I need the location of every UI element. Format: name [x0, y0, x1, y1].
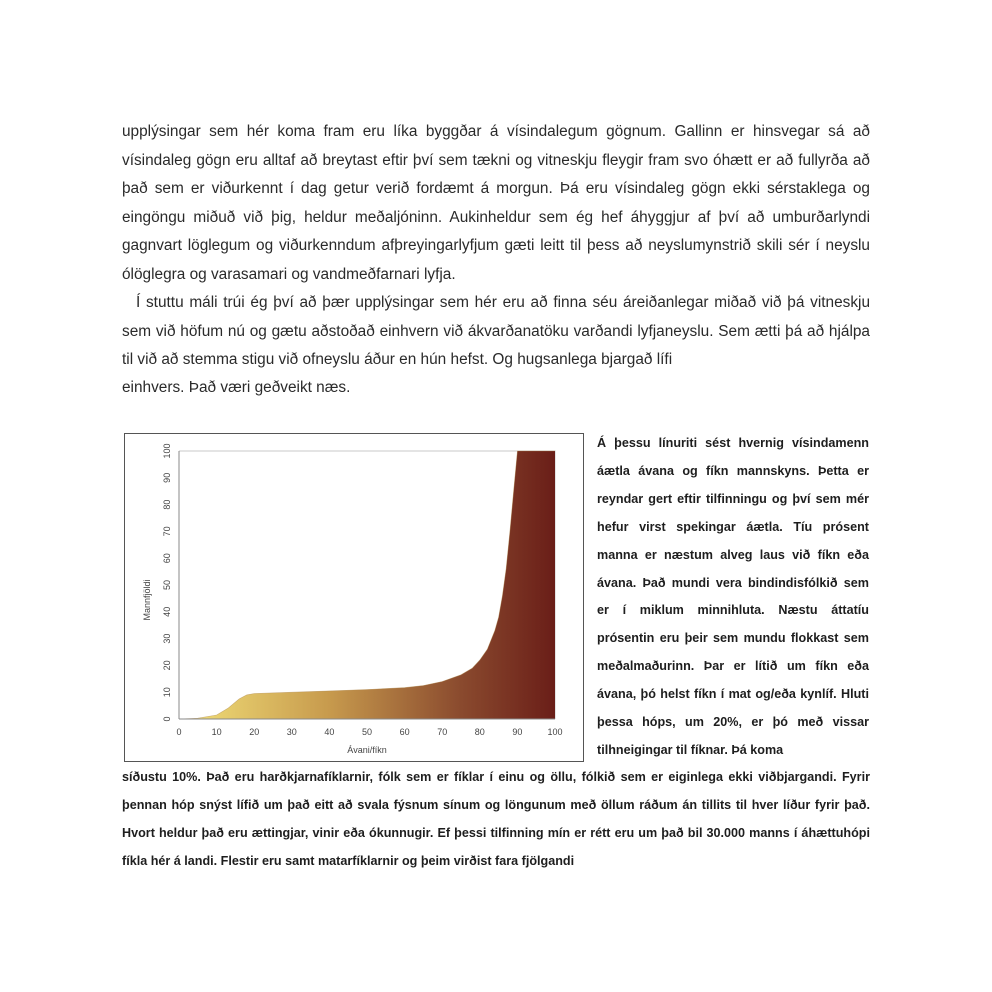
addiction-chart: 0 10 20 30 40 50 60 70 80 90 100 0 10 20 30 40 50 60 70 80 9… — [124, 433, 584, 762]
x-tick-label: 20 — [249, 727, 259, 737]
y-tick-label: 30 — [162, 634, 172, 644]
x-tick-label: 90 — [512, 727, 522, 737]
y-axis-label: Mannfjöldi — [142, 579, 152, 620]
x-tick-label: 60 — [400, 727, 410, 737]
caption-text-bottom: síðustu 10%. Það eru harðkjarnafíklarnir… — [122, 770, 870, 868]
x-tick-label: 50 — [362, 727, 372, 737]
x-tick-label: 40 — [324, 727, 334, 737]
x-tick-label: 30 — [287, 727, 297, 737]
y-tick-label: 80 — [162, 500, 172, 510]
y-tick-label: 70 — [162, 526, 172, 536]
y-tick-label: 10 — [162, 687, 172, 697]
data-area — [179, 451, 555, 719]
x-tick-label: 0 — [176, 727, 181, 737]
y-tick-label: 100 — [162, 443, 172, 458]
y-tick-label: 0 — [162, 716, 172, 721]
x-tick-label: 80 — [475, 727, 485, 737]
body-paragraph-2: Í stuttu máli trúi ég því að þær upplýsi… — [122, 294, 870, 368]
x-axis-label: Ávani/fíkn — [347, 745, 387, 755]
body-paragraph-1: upplýsingar sem hér koma fram eru líka b… — [122, 123, 870, 283]
caption-text-top: Á þessu línuriti sést hvernig vísindamen… — [597, 436, 869, 757]
y-tick-label: 60 — [162, 553, 172, 563]
x-tick-label: 100 — [547, 727, 562, 737]
chart-svg: 0 10 20 30 40 50 60 70 80 90 100 0 10 20 30 40 50 60 70 80 9… — [142, 443, 563, 755]
y-tick-label: 20 — [162, 660, 172, 670]
x-tick-label: 10 — [212, 727, 222, 737]
data-line — [178, 450, 555, 720]
x-tick-label: 70 — [437, 727, 447, 737]
body-paragraph-3: einhvers. Það væri geðveikt næs. — [122, 379, 351, 396]
y-tick-label: 50 — [162, 580, 172, 590]
y-tick-label: 90 — [162, 473, 172, 483]
y-tick-label: 40 — [162, 607, 172, 617]
